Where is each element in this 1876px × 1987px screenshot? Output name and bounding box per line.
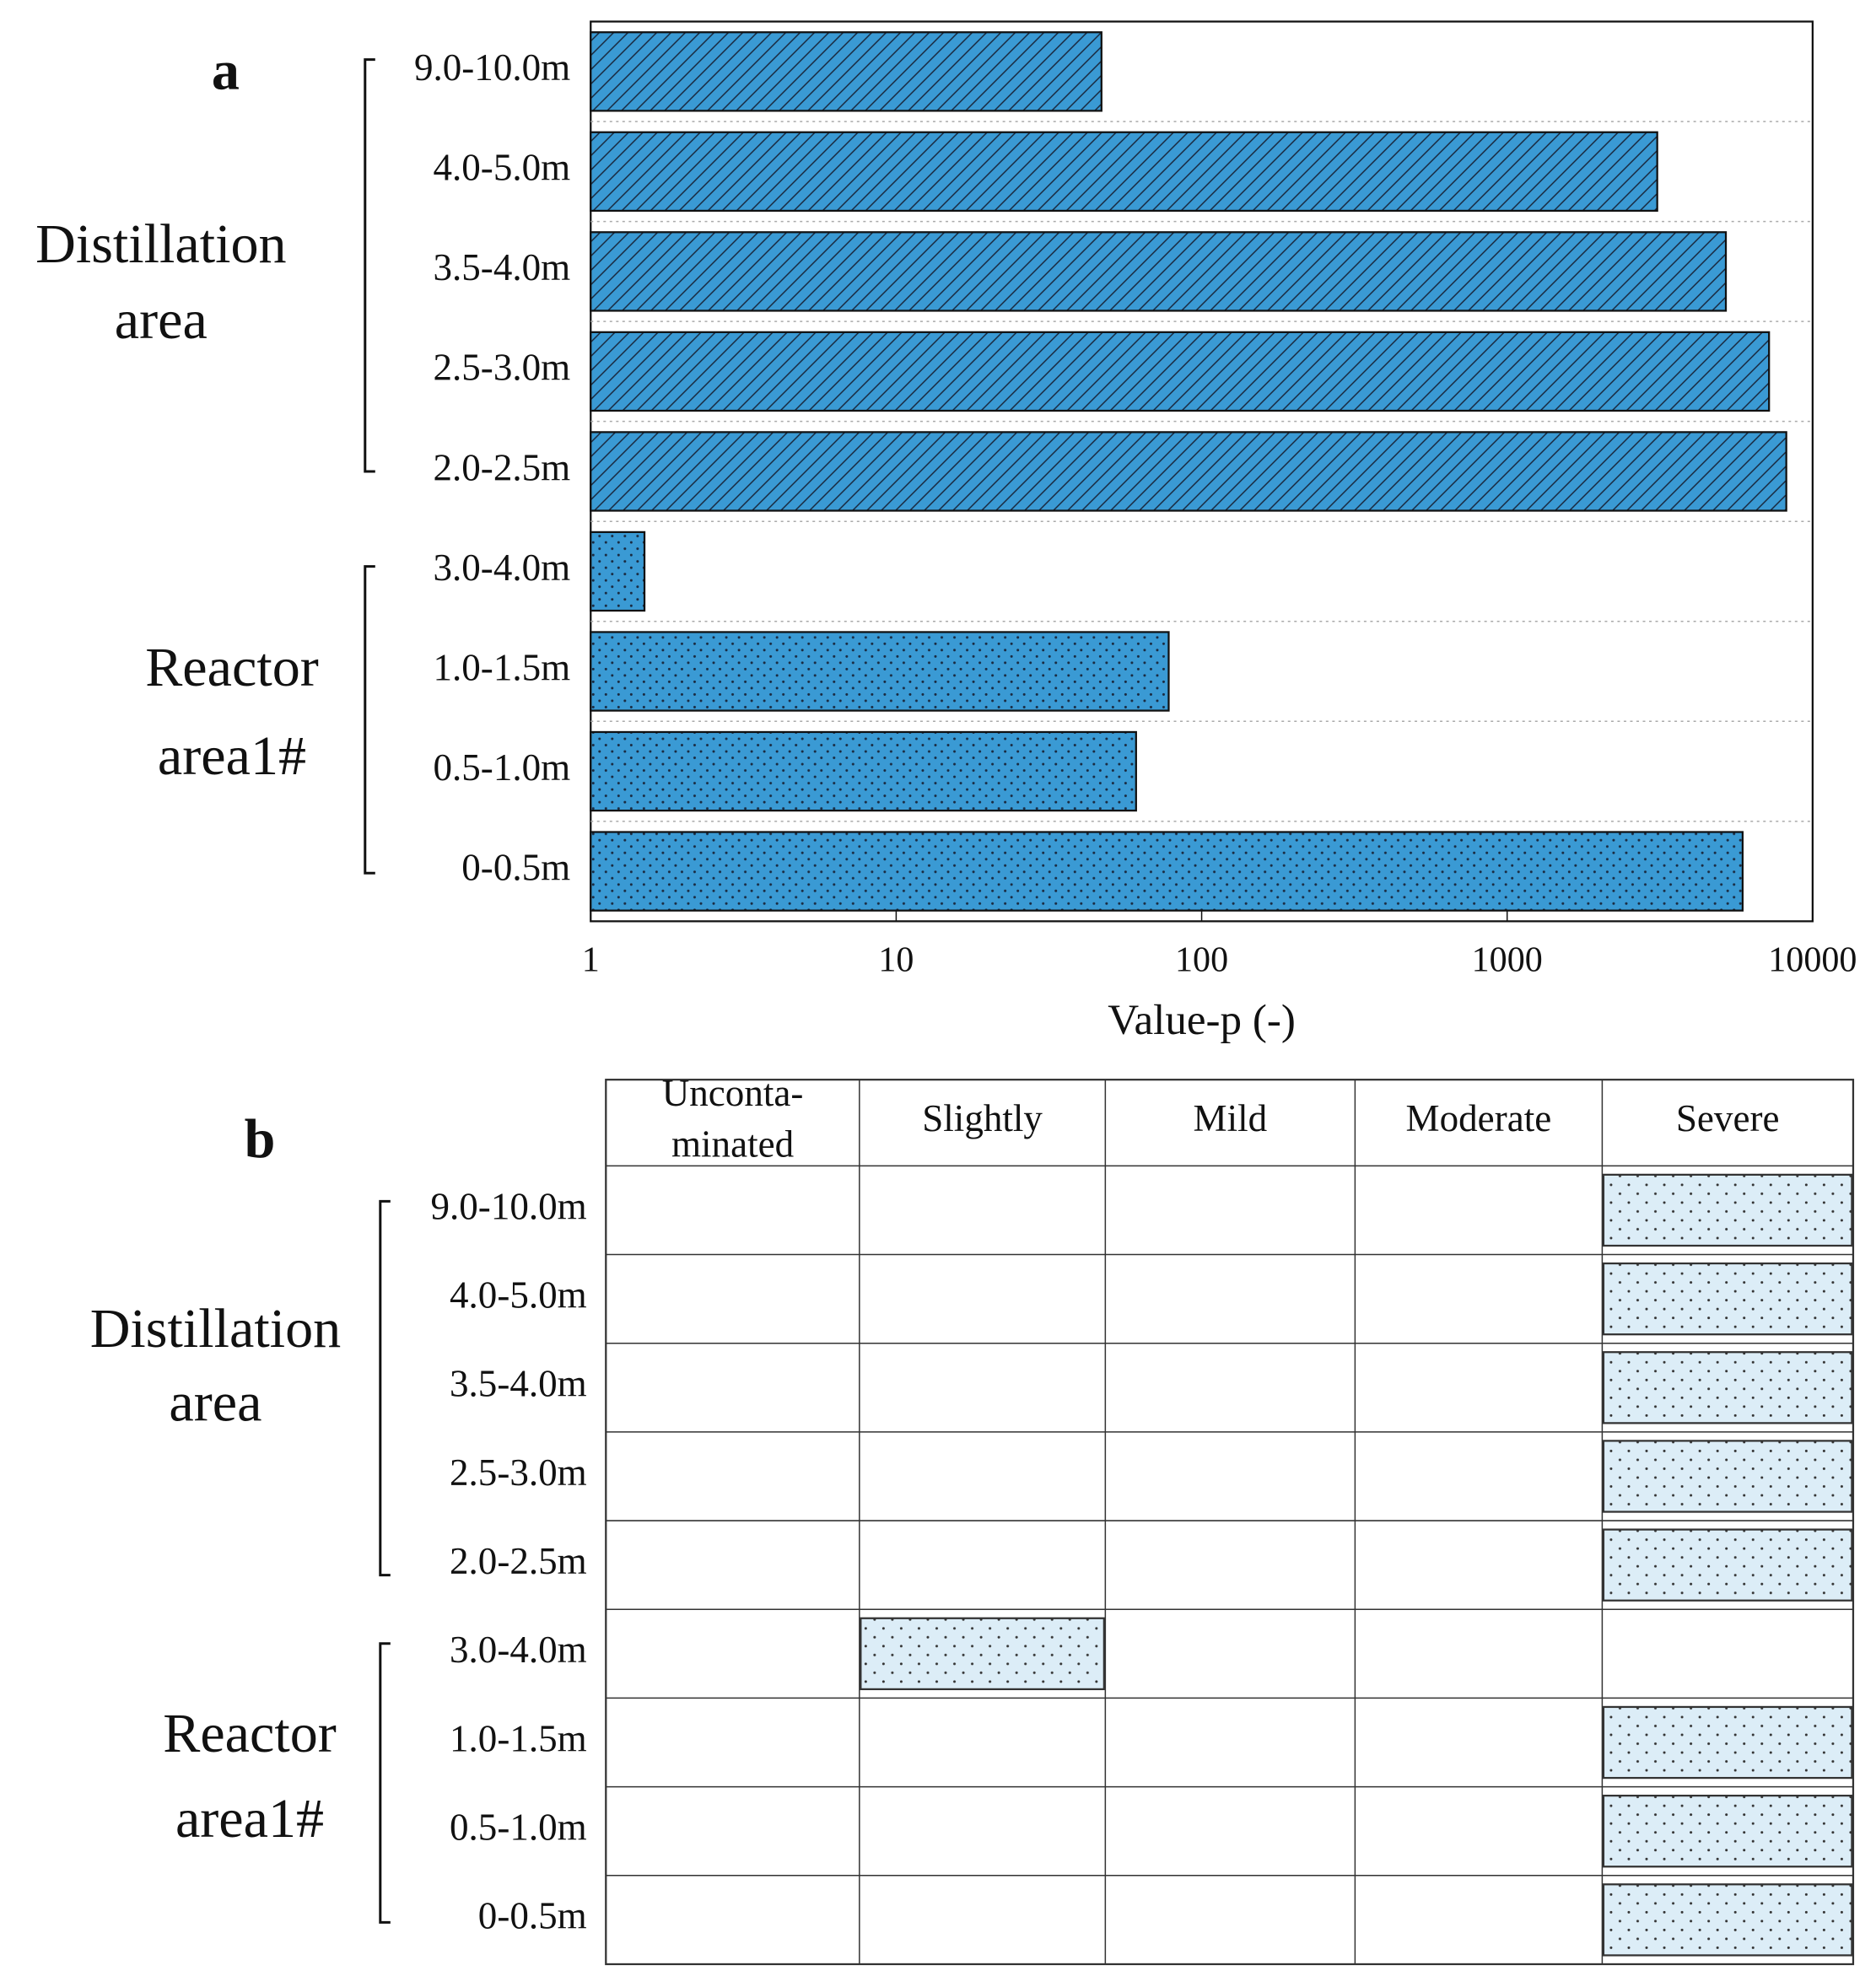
y-tick-label: 0.5-1.0m	[433, 746, 570, 789]
bar	[590, 231, 1728, 312]
bar	[590, 431, 1787, 512]
grade-cell	[1602, 1351, 1853, 1424]
row-label: 0-0.5m	[478, 1895, 587, 1937]
grade-cell	[1602, 1705, 1853, 1780]
bar	[590, 131, 1658, 213]
x-tick-label: 10	[878, 941, 914, 980]
column-header: Unconta-minated	[662, 1073, 804, 1166]
y-tick-label: 2.5-3.0m	[433, 347, 570, 389]
grade-cell	[1602, 1883, 1853, 1957]
x-tick-label: 1000	[1472, 941, 1543, 980]
column-header: Moderate	[1406, 1098, 1552, 1140]
y-tick-label: 4.0-5.0m	[433, 147, 570, 189]
y-tick-label: 9.0-10.0m	[414, 46, 570, 89]
y-tick-label: 1.0-1.5m	[433, 646, 570, 688]
x-tick-label: 100	[1175, 941, 1228, 980]
y-tick-label: 3.0-4.0m	[433, 547, 570, 589]
group-label: Distillation area	[90, 1298, 342, 1433]
row-label: 2.0-2.5m	[450, 1540, 587, 1582]
panel-label: a	[212, 40, 240, 101]
row-label: 9.0-10.0m	[430, 1185, 586, 1227]
row-label: 0.5-1.0m	[450, 1807, 587, 1849]
group-bracket	[379, 1199, 391, 1577]
bar	[590, 331, 1771, 412]
bar	[590, 730, 1137, 812]
grade-cell	[1602, 1794, 1853, 1868]
x-axis-label: Value-p (-)	[1108, 996, 1296, 1044]
bar	[590, 31, 1102, 112]
row-label: 3.0-4.0m	[450, 1629, 587, 1671]
bar	[590, 631, 1170, 712]
row-label: 3.5-4.0m	[450, 1363, 587, 1405]
bar	[590, 831, 1744, 912]
column-header: Severe	[1676, 1098, 1780, 1140]
y-tick-label: 0-0.5m	[461, 846, 570, 888]
grade-cell	[1602, 1440, 1853, 1513]
x-tick-label: 1	[582, 941, 600, 980]
table-frame	[605, 1079, 1855, 1966]
column-header: Slightly	[922, 1098, 1043, 1140]
grade-cell	[1602, 1262, 1853, 1336]
group-label: Reactor area1#	[145, 637, 319, 787]
grade-cell	[1602, 1528, 1853, 1602]
y-tick-label: 2.0-2.5m	[433, 446, 570, 488]
grade-cell	[860, 1617, 1105, 1691]
group-label: Reactor area1#	[163, 1703, 337, 1850]
panel-label: b	[245, 1108, 276, 1170]
row-label: 4.0-5.0m	[450, 1274, 587, 1316]
grade-cell	[1602, 1173, 1853, 1247]
group-bracket	[364, 58, 375, 473]
row-label: 1.0-1.5m	[450, 1717, 587, 1759]
group-label: Distillation area	[35, 213, 287, 351]
group-bracket	[364, 565, 375, 875]
group-bracket	[379, 1642, 391, 1924]
column-header: Mild	[1194, 1098, 1268, 1140]
row-label: 2.5-3.0m	[450, 1451, 587, 1494]
x-tick-label: 10000	[1768, 941, 1857, 980]
y-tick-label: 3.5-4.0m	[433, 246, 570, 288]
bar	[590, 530, 646, 612]
